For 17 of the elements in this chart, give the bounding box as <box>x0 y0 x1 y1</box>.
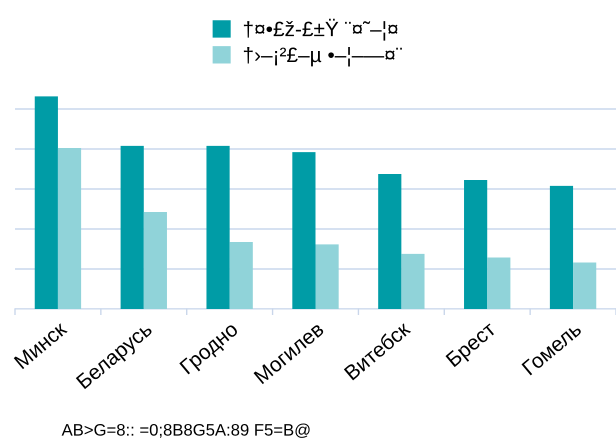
bar <box>34 96 58 309</box>
bar <box>401 254 425 309</box>
bar <box>230 242 253 309</box>
bar <box>292 152 316 309</box>
bar <box>120 146 144 309</box>
bar <box>464 180 488 309</box>
bar <box>58 148 82 309</box>
bar <box>378 174 402 309</box>
legend-label: †›–¡²£–µ •–¦–—¤¨ <box>244 46 402 66</box>
bar <box>316 244 339 309</box>
bar <box>573 262 596 309</box>
bar <box>144 212 167 309</box>
bar <box>550 186 574 309</box>
text: AB>G=8:: =0;8B8G5A:89 F5=B@ <box>62 424 310 438</box>
bar <box>487 258 510 309</box>
legend-label: †¤•£ž-£±Ÿ ¨¤˜–¦¤ <box>244 18 398 41</box>
bar <box>206 146 230 309</box>
